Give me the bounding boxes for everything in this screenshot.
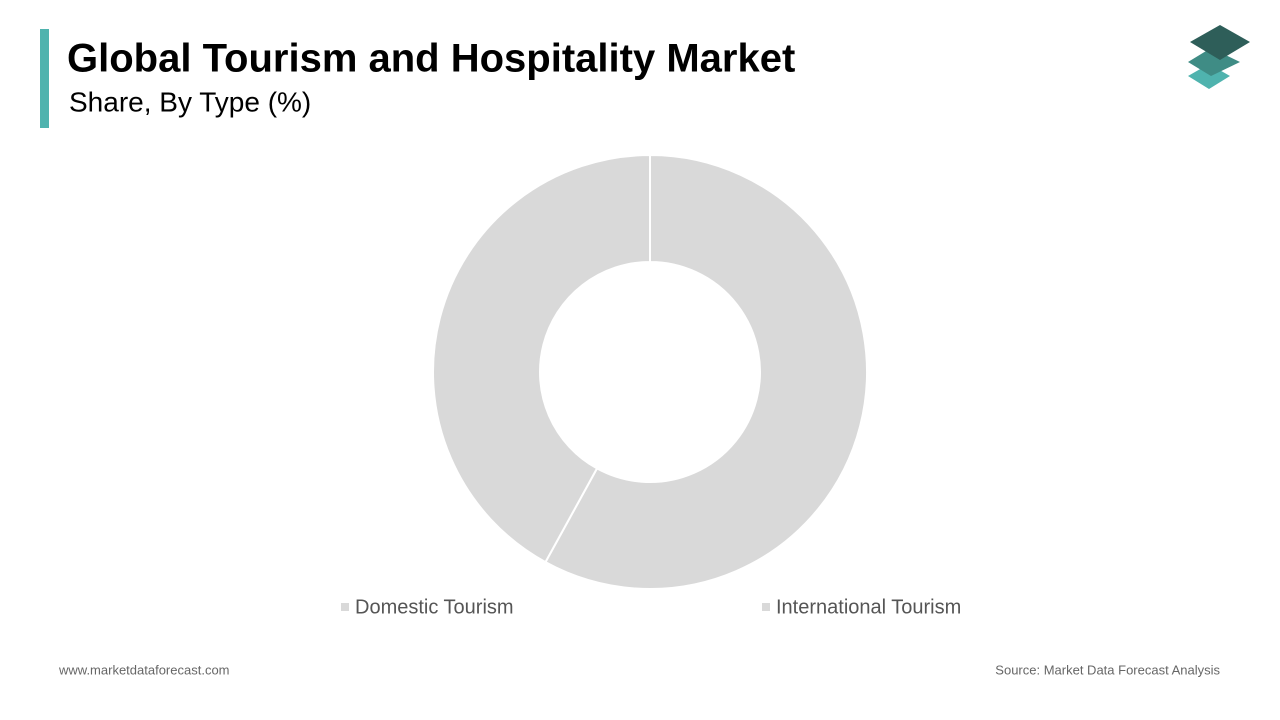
chart-subtitle: Share, By Type (%) (69, 86, 311, 117)
legend-label: Domestic Tourism (355, 596, 514, 618)
legend: Domestic Tourism International Tourism (341, 596, 961, 618)
legend-swatch (341, 603, 349, 611)
legend-swatch (762, 603, 770, 611)
accent-bar (40, 29, 49, 128)
slice (544, 153, 868, 590)
chart-title: Global Tourism and Hospitality Market (67, 37, 795, 81)
legend-label: International Tourism (776, 596, 961, 618)
website: www.marketdataforecast.com (58, 662, 230, 677)
slice (431, 153, 651, 564)
donut (431, 153, 868, 590)
logo (1188, 25, 1250, 89)
source: Source: Market Data Forecast Analysis (995, 662, 1220, 677)
